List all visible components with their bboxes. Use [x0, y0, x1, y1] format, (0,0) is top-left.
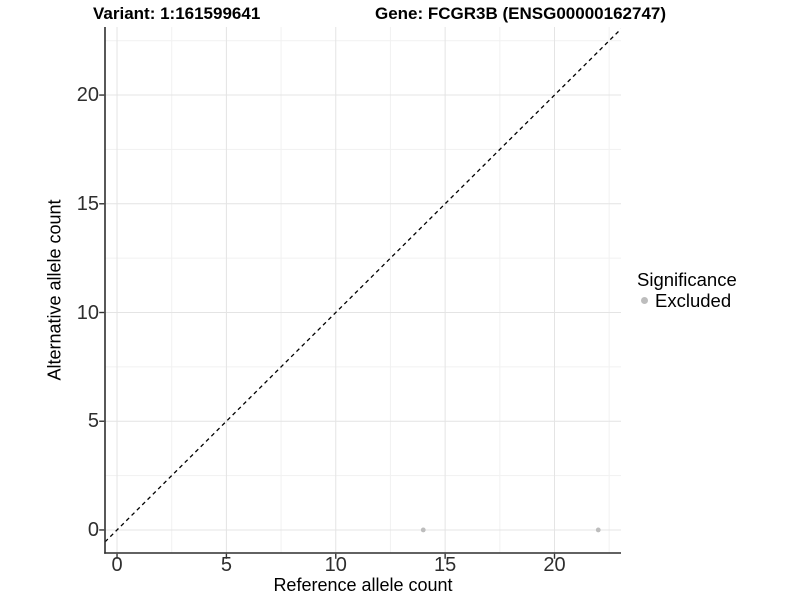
x-tick-label: 20: [543, 554, 566, 576]
x-tick-label: 0: [111, 554, 123, 576]
plot-title-gene: Gene: FCGR3B (ENSG00000162747): [375, 4, 667, 23]
x-axis-label: Reference allele count: [273, 575, 453, 595]
x-tick-label: 5: [220, 554, 232, 576]
x-tick-label: 10: [324, 554, 347, 576]
plot-panel: [99, 27, 621, 559]
data-point: [420, 527, 426, 533]
legend: Significance Excluded: [637, 269, 737, 311]
y-tick-label: 15: [76, 192, 99, 215]
legend-item-label: Excluded: [655, 290, 732, 311]
identity-line: [104, 28, 621, 543]
y-tick-label: 0: [87, 518, 99, 541]
data-point: [595, 527, 601, 533]
y-axis-label: Alternative allele count: [44, 199, 65, 381]
plot-title-variant: Variant: 1:161599641: [93, 4, 261, 23]
legend-items: Excluded: [637, 290, 737, 311]
legend-key-dot-icon: [641, 297, 648, 304]
x-tick-label: 15: [434, 554, 457, 576]
y-tick-label: 5: [87, 410, 99, 433]
y-tick-label: 10: [76, 301, 99, 324]
legend-title: Significance: [637, 269, 737, 290]
y-tick-label: 20: [76, 84, 99, 107]
legend-item-excluded: Excluded: [637, 290, 737, 311]
